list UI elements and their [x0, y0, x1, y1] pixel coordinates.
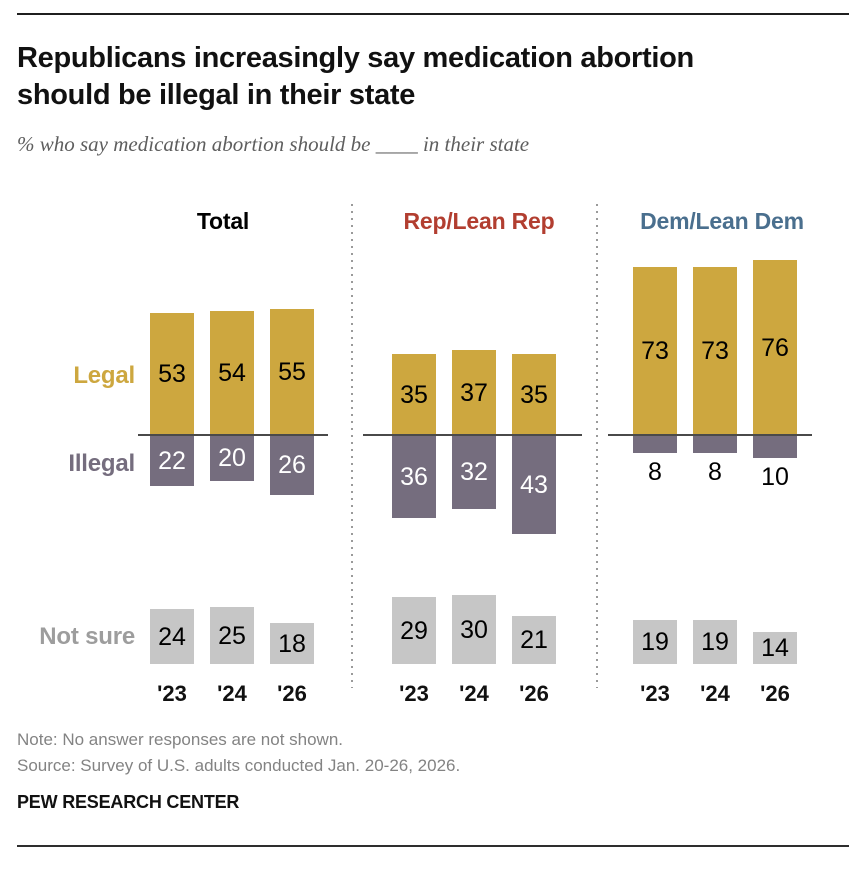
- row-label-not-sure: Not sure: [39, 623, 135, 650]
- bar-illegal-rep-lean-rep-26: [512, 435, 556, 534]
- row-label-legal: Legal: [73, 362, 135, 389]
- bar-illegal-total-23: [150, 435, 194, 486]
- note-line: Note: No answer responses are not shown.: [17, 730, 344, 749]
- footnote: Note: No answer responses are not shown.…: [17, 727, 837, 779]
- value-illegal-dem-lean-dem-26: 10: [761, 463, 789, 491]
- value-legal-total-24: 54: [218, 359, 246, 387]
- bar-legal-dem-lean-dem-26: [753, 260, 797, 435]
- source-line: Source: Survey of U.S. adults conducted …: [17, 756, 461, 775]
- value-not-sure-dem-lean-dem-24: 19: [701, 628, 729, 656]
- bar-not-sure-dem-lean-dem-24: [693, 620, 737, 664]
- bar-illegal-total-24: [210, 435, 254, 481]
- year-label-rep-lean-rep-23: '23: [399, 681, 429, 706]
- value-legal-rep-lean-rep-24: 37: [460, 379, 488, 407]
- zero-line-rep-lean-rep: [363, 434, 582, 436]
- value-not-sure-total-26: 18: [278, 630, 306, 658]
- zero-line-total: [138, 434, 328, 436]
- bar-illegal-dem-lean-dem-24: [693, 435, 737, 453]
- year-label-rep-lean-rep-24: '24: [459, 681, 489, 706]
- year-label-dem-lean-dem-23: '23: [640, 681, 670, 706]
- bar-illegal-rep-lean-rep-24: [452, 435, 496, 509]
- bar-not-sure-rep-lean-rep-26: [512, 616, 556, 664]
- value-not-sure-rep-lean-rep-24: 30: [460, 616, 488, 644]
- bar-not-sure-dem-lean-dem-23: [633, 620, 677, 664]
- value-not-sure-rep-lean-rep-26: 21: [520, 626, 548, 654]
- bar-legal-rep-lean-rep-26: [512, 354, 556, 435]
- bar-legal-rep-lean-rep-23: [392, 354, 436, 435]
- value-legal-rep-lean-rep-23: 35: [400, 381, 428, 409]
- bar-not-sure-total-23: [150, 609, 194, 664]
- brand-line: PEW RESEARCH CENTER: [17, 792, 240, 812]
- bottom-rule: [17, 845, 849, 847]
- chart-subtitle: % who say medication abortion should be …: [17, 132, 530, 156]
- bar-legal-dem-lean-dem-23: [633, 267, 677, 435]
- value-legal-total-26: 55: [278, 358, 306, 386]
- value-illegal-rep-lean-rep-26: 43: [520, 471, 548, 499]
- value-legal-total-23: 53: [158, 360, 186, 388]
- value-legal-dem-lean-dem-24: 73: [701, 337, 729, 365]
- bar-legal-total-24: [210, 311, 254, 435]
- bar-legal-total-23: [150, 313, 194, 435]
- value-legal-dem-lean-dem-26: 76: [761, 334, 789, 362]
- bar-not-sure-rep-lean-rep-24: [452, 595, 496, 664]
- group-header-dem-lean-dem: Dem/Lean Dem: [640, 208, 804, 234]
- divider-rep-dem: [596, 204, 598, 688]
- page-title: Republicans increasingly say medication …: [17, 40, 837, 114]
- value-illegal-rep-lean-rep-24: 32: [460, 458, 488, 486]
- value-not-sure-dem-lean-dem-23: 19: [641, 628, 669, 656]
- zero-line-dem-lean-dem: [608, 434, 812, 436]
- bar-legal-dem-lean-dem-24: [693, 267, 737, 435]
- value-illegal-rep-lean-rep-23: 36: [400, 463, 428, 491]
- year-label-total-26: '26: [277, 681, 307, 706]
- bar-illegal-total-26: [270, 435, 314, 495]
- value-illegal-total-23: 22: [158, 447, 186, 475]
- year-label-dem-lean-dem-26: '26: [760, 681, 790, 706]
- value-not-sure-total-23: 24: [158, 623, 186, 651]
- value-not-sure-rep-lean-rep-23: 29: [400, 617, 428, 645]
- title-line-2: should be illegal in their state: [17, 79, 416, 111]
- bar-legal-rep-lean-rep-24: [452, 350, 496, 435]
- year-label-rep-lean-rep-26: '26: [519, 681, 549, 706]
- bar-not-sure-rep-lean-rep-23: [392, 597, 436, 664]
- bar-not-sure-total-24: [210, 607, 254, 664]
- year-label-dem-lean-dem-24: '24: [700, 681, 730, 706]
- bar-legal-total-26: [270, 309, 314, 435]
- top-rule: [17, 13, 849, 15]
- value-illegal-total-26: 26: [278, 451, 306, 479]
- bar-not-sure-dem-lean-dem-26: [753, 632, 797, 664]
- title-line-1: Republicans increasingly say medication …: [17, 42, 694, 74]
- year-label-total-23: '23: [157, 681, 187, 706]
- year-label-total-24: '24: [217, 681, 247, 706]
- group-header-rep-lean-rep: Rep/Lean Rep: [403, 208, 555, 234]
- divider-total-rep: [351, 204, 353, 688]
- bar-illegal-dem-lean-dem-23: [633, 435, 677, 453]
- bar-not-sure-total-26: [270, 623, 314, 664]
- value-not-sure-dem-lean-dem-26: 14: [761, 634, 789, 662]
- row-label-illegal: Illegal: [68, 450, 135, 477]
- value-illegal-dem-lean-dem-23: 8: [648, 458, 662, 486]
- value-legal-dem-lean-dem-23: 73: [641, 337, 669, 365]
- value-illegal-total-24: 20: [218, 444, 246, 472]
- group-header-total: Total: [196, 208, 250, 234]
- value-illegal-dem-lean-dem-24: 8: [708, 458, 722, 486]
- value-not-sure-total-24: 25: [218, 622, 246, 650]
- value-legal-rep-lean-rep-26: 35: [520, 381, 548, 409]
- bar-illegal-rep-lean-rep-23: [392, 435, 436, 518]
- bar-illegal-dem-lean-dem-26: [753, 435, 797, 458]
